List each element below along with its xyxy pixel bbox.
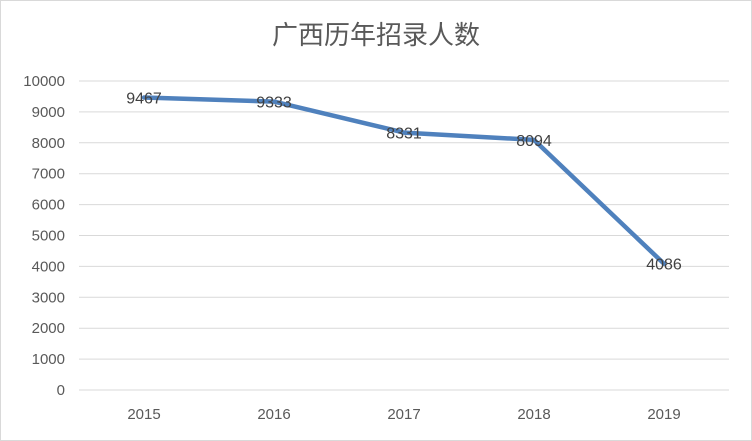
y-tick-label: 2000 bbox=[32, 320, 65, 337]
x-tick-label: 2017 bbox=[387, 406, 420, 423]
series-layer bbox=[141, 95, 667, 266]
y-axis-ticks: 0 1000 2000 3000 4000 5000 6000 7000 8000 9000 100… bbox=[23, 73, 65, 399]
data-label: 8331 bbox=[386, 126, 422, 143]
y-tick-label: 0 bbox=[57, 382, 65, 399]
y-tick-label: 5000 bbox=[32, 228, 65, 245]
y-tick-label: 9000 bbox=[32, 104, 65, 121]
x-tick-label: 2019 bbox=[647, 406, 680, 423]
data-label: 4086 bbox=[646, 257, 682, 274]
data-labels: 9467 9333 8331 8094 4086 bbox=[126, 90, 682, 273]
y-tick-label: 4000 bbox=[32, 258, 65, 275]
x-tick-label: 2015 bbox=[127, 406, 160, 423]
y-tick-label: 6000 bbox=[32, 197, 65, 214]
y-tick-label: 1000 bbox=[32, 351, 65, 368]
y-tick-label: 7000 bbox=[32, 166, 65, 183]
chart-title: 广西历年招录人数 bbox=[271, 21, 480, 51]
x-tick-label: 2018 bbox=[517, 406, 550, 423]
y-tick-label: 3000 bbox=[32, 289, 65, 306]
data-label: 9467 bbox=[126, 90, 162, 107]
data-label: 8094 bbox=[516, 133, 552, 150]
y-tick-label: 8000 bbox=[32, 135, 65, 152]
data-label: 9333 bbox=[256, 95, 292, 112]
y-tick-label: 10000 bbox=[23, 73, 65, 90]
x-tick-label: 2016 bbox=[257, 406, 290, 423]
series-line bbox=[141, 95, 667, 266]
gridlines bbox=[79, 80, 729, 391]
x-axis-ticks: 2015 2016 2017 2018 2019 bbox=[127, 406, 680, 423]
